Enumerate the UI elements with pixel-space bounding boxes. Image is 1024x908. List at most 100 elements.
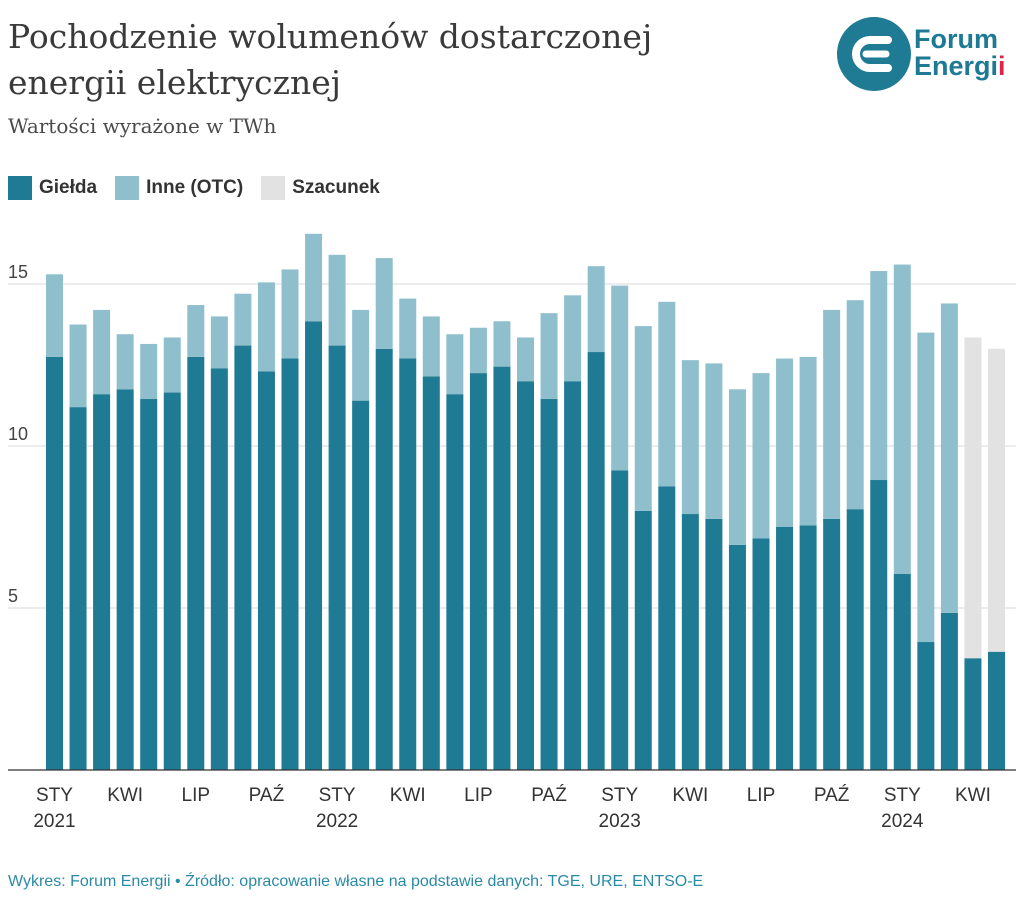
bar-gielda-13: [352, 400, 370, 770]
bar-gielda-33: [823, 518, 841, 770]
bar-gielda-17: [446, 394, 464, 770]
x-tick-year-36: 2024: [881, 811, 924, 832]
bar-gielda-19: [493, 366, 511, 770]
x-tick-label-33: PAŹ: [814, 785, 850, 806]
bar-inne-38: [940, 303, 958, 613]
bar-gielda-10: [281, 358, 299, 770]
x-tick-label-9: PAŹ: [249, 785, 285, 806]
bar-inne-36: [893, 264, 911, 574]
x-tick-label-39: KWI: [955, 785, 991, 806]
bar-inne-15: [399, 298, 417, 359]
bar-gielda-30: [752, 538, 770, 770]
bar-gielda-28: [705, 518, 723, 770]
bar-inne-5: [163, 337, 181, 393]
x-tick-label-12: STY: [319, 785, 356, 806]
bar-inne-11: [305, 233, 323, 322]
legend-label-gielda: Giełda: [39, 177, 98, 198]
bar-inne-18: [469, 327, 487, 374]
bar-gielda-20: [517, 381, 534, 770]
bar-inne-29: [728, 389, 746, 545]
legend-swatch-gielda: [8, 176, 32, 200]
x-tick-label-6: LIP: [182, 785, 211, 806]
bar-inne-30: [752, 373, 770, 539]
x-tick-label-27: KWI: [672, 785, 708, 806]
bar-gielda-29: [728, 544, 746, 770]
bar-gielda-3: [116, 389, 134, 770]
y-tick-label-10: 10: [8, 424, 28, 444]
forum-energii-logo: Forum Energii: [836, 16, 1016, 92]
bar-inne-20: [517, 337, 534, 382]
bar-inne-6: [187, 305, 205, 357]
bar-inne-17: [446, 334, 464, 395]
bar-gielda-38: [940, 612, 958, 770]
bar-gielda-16: [422, 376, 440, 770]
legend-label-inne: Inne (OTC): [146, 177, 244, 198]
bar-szacunek-40: [988, 348, 1005, 652]
legend-swatch-szacunek: [261, 176, 286, 200]
logo-line2: Energi: [914, 51, 999, 81]
bar-inne-7: [210, 316, 228, 369]
bar-inne-12: [328, 254, 346, 346]
bar-gielda-23: [587, 352, 605, 770]
x-tick-label-3: KWI: [107, 785, 143, 806]
bar-gielda-8: [234, 345, 252, 770]
bar-szacunek-39: [964, 337, 982, 659]
bar-gielda-0: [46, 356, 63, 770]
bar-inne-27: [681, 360, 699, 515]
bar-inne-32: [799, 356, 817, 526]
logo-wordmark: Forum Energii: [914, 26, 1006, 80]
x-tick-year-0: 2021: [33, 811, 75, 832]
bar-inne-14: [375, 258, 393, 349]
bar-gielda-32: [799, 525, 817, 770]
bar-inne-3: [116, 334, 134, 390]
bar-inne-9: [257, 282, 275, 372]
x-tick-label-36: STY: [884, 785, 921, 806]
bar-inne-19: [493, 321, 511, 367]
x-tick-label-24: STY: [601, 785, 638, 806]
y-tick-label-5: 5: [8, 586, 18, 606]
bar-inne-2: [93, 309, 111, 395]
bar-gielda-39: [964, 658, 982, 770]
bar-inne-25: [634, 326, 652, 511]
bar-gielda-37: [917, 642, 935, 770]
bar-inne-37: [917, 332, 935, 643]
x-tick-label-18: LIP: [464, 785, 493, 806]
chart-subtitle: Wartości wyrażone w TWh: [8, 114, 277, 138]
bar-inne-1: [69, 324, 87, 408]
bar-inne-24: [611, 285, 629, 471]
bar-inne-21: [540, 313, 558, 400]
bar-inne-10: [281, 269, 299, 359]
bar-gielda-5: [163, 392, 181, 770]
bar-gielda-26: [658, 486, 676, 770]
bar-inne-22: [564, 295, 582, 382]
bar-inne-26: [658, 301, 676, 487]
legend-item-szacunek: Szacunek: [261, 176, 380, 200]
x-tick-label-0: STY: [36, 785, 73, 806]
bar-gielda-34: [846, 509, 864, 770]
logo-line1: Forum: [914, 24, 998, 54]
bar-gielda-2: [93, 394, 111, 770]
bar-gielda-9: [257, 371, 275, 770]
x-tick-label-15: KWI: [390, 785, 426, 806]
bar-gielda-15: [399, 358, 417, 770]
x-tick-year-12: 2022: [316, 811, 358, 832]
x-tick-label-30: LIP: [747, 785, 776, 806]
logo-line2-accent: i: [998, 51, 1006, 81]
bar-chart: 5 10 15 STY 2021 KWI LIP PAŹ STY 2022 KWI LIP PAŹ STY…: [8, 233, 1016, 832]
bar-inne-13: [352, 309, 370, 401]
legend-label-szacunek: Szacunek: [292, 177, 380, 198]
bar-gielda-40: [988, 651, 1005, 770]
bar-gielda-12: [328, 345, 346, 770]
bar-inne-23: [587, 266, 605, 353]
logo-icon: [837, 17, 911, 91]
bar-gielda-4: [140, 399, 158, 770]
x-tick-label-21: PAŹ: [531, 785, 567, 806]
legend-item-gielda: Giełda: [8, 176, 97, 200]
bar-gielda-6: [187, 356, 205, 770]
bar-gielda-21: [540, 399, 558, 770]
legend-item-inne: Inne (OTC): [115, 176, 243, 200]
x-tick-year-24: 2023: [599, 811, 641, 832]
bar-inne-8: [234, 293, 252, 346]
legend-swatch-inne: [115, 176, 140, 200]
bar-inne-31: [776, 358, 794, 527]
